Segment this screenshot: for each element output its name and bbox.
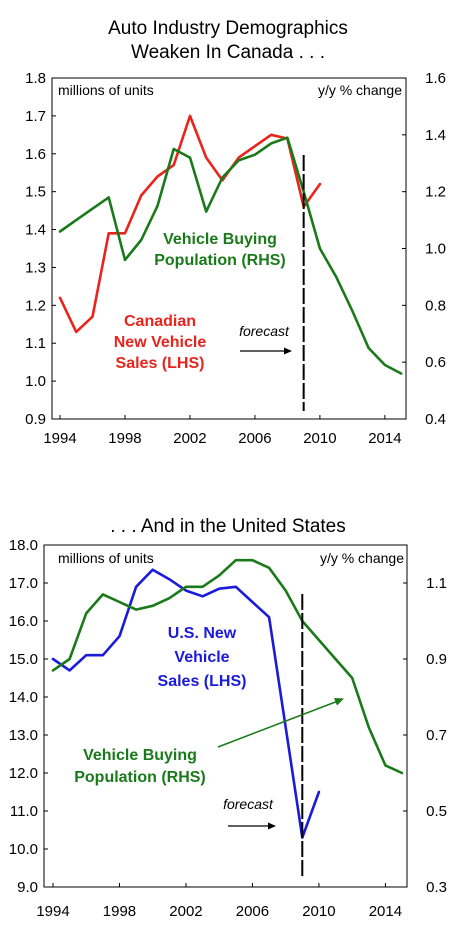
right-y-tick-label: 1.6	[425, 70, 446, 87]
left-y-tick-label: 11.0	[10, 803, 38, 820]
right-y-tick-label: 0.4	[425, 411, 446, 428]
left-y-tick-label: 15.0	[9, 651, 38, 668]
x-tick-label: 2002	[169, 903, 202, 920]
right-y-axis-ticks: 0.3 0.5 0.7 0.9 1.1	[403, 575, 447, 896]
x-tick-label: 2014	[369, 903, 402, 920]
right-axis-unit-note: y/y % change	[318, 82, 402, 98]
forecast-label: forecast	[223, 796, 274, 812]
left-y-tick-label: 14.0	[9, 689, 38, 706]
series-line-vehicle-buying-population-rhs	[58, 136, 403, 375]
series-label-sales-line-3: Sales (LHS)	[116, 355, 205, 372]
left-y-tick-label: 1.5	[25, 184, 46, 201]
series-label-sales-line-2: Vehicle	[174, 649, 229, 666]
right-y-axis-ticks: 0.4 0.6 0.8 1.0 1.2 1.4 1.6	[402, 70, 446, 428]
right-y-tick-label: 1.4	[425, 127, 446, 144]
left-y-tick-label: 9.0	[17, 879, 38, 896]
forecast-label: forecast	[239, 323, 290, 339]
left-y-tick-label: 1.6	[25, 146, 46, 163]
series-line-canadian-new-vehicle-sales-lhs	[58, 114, 322, 334]
x-tick-label: 1998	[108, 430, 141, 447]
plot-area-frame	[43, 544, 408, 888]
left-y-tick-label: 0.9	[25, 411, 46, 428]
x-tick-label: 2010	[302, 903, 335, 920]
right-axis-unit-note: y/y % change	[320, 550, 404, 566]
right-y-tick-label: 1.1	[426, 575, 447, 592]
left-y-tick-label: 1.0	[25, 373, 46, 390]
series-label-population-line-2: Population (RHS)	[74, 769, 206, 786]
series-lines	[51, 558, 404, 839]
x-tick-label: 2014	[368, 430, 401, 447]
series-line-u-s-new-vehicle-sales-lhs	[51, 568, 321, 839]
series-lines	[58, 114, 403, 375]
chart-title-line-2: Weaken In Canada . . .	[131, 42, 325, 63]
x-tick-label: 2010	[303, 430, 336, 447]
x-tick-label: 1994	[36, 903, 69, 920]
right-y-tick-label: 1.2	[425, 184, 446, 201]
forecast-arrow	[228, 822, 276, 830]
left-y-tick-label: 16.0	[9, 613, 38, 630]
chart-title: . . . And in the United States	[110, 516, 346, 537]
left-y-tick-label: 13.0	[9, 727, 38, 744]
series-line-vehicle-buying-population-rhs	[51, 558, 404, 775]
chart-united-states: . . . And in the United States millions …	[9, 516, 447, 920]
right-y-tick-label: 0.5	[426, 803, 447, 820]
left-y-tick-label: 1.4	[25, 222, 46, 239]
right-y-tick-label: 0.6	[425, 354, 446, 371]
series-label-sales-line-1: U.S. New	[168, 625, 237, 642]
population-pointer-arrow	[217, 698, 344, 748]
left-y-tick-label: 12.0	[9, 765, 38, 782]
series-label-sales-line-2: New Vehicle	[114, 334, 207, 351]
right-y-tick-label: 1.0	[425, 241, 446, 258]
left-y-tick-label: 18.0	[9, 537, 38, 554]
left-y-axis-ticks: 9.0 10.0 11.0 12.0 13.0 14.0 15.0 16.0 17.0 18.0	[9, 537, 48, 896]
x-tick-label: 1998	[103, 903, 136, 920]
x-axis-ticks: 1994 1998 2002 2006 2010 2014	[36, 883, 402, 920]
series-label-sales-line-1: Canadian	[124, 313, 196, 330]
x-axis-ticks: 1994 1998 2002 2006 2010 2014	[43, 415, 402, 447]
left-y-tick-label: 17.0	[9, 575, 38, 592]
x-tick-label: 1994	[43, 430, 76, 447]
x-tick-label: 2006	[238, 430, 271, 447]
chart-title-line-1: Auto Industry Demographics	[108, 18, 348, 39]
left-axis-unit-note: millions of units	[58, 550, 154, 566]
left-y-tick-label: 10.0	[9, 841, 38, 858]
series-label-population-line-1: Vehicle Buying	[163, 231, 277, 248]
left-y-tick-label: 1.8	[25, 70, 46, 87]
left-y-tick-label: 1.3	[25, 259, 46, 276]
left-y-tick-label: 1.2	[25, 297, 46, 314]
x-tick-label: 2002	[173, 430, 206, 447]
left-y-tick-label: 1.7	[25, 108, 46, 125]
right-y-tick-label: 0.8	[425, 297, 446, 314]
series-label-sales-line-3: Sales (LHS)	[158, 673, 247, 690]
left-y-axis-ticks: 0.9 1.0 1.1 1.2 1.3 1.4 1.5 1.6 1.7 1.8	[25, 70, 56, 428]
left-axis-unit-note: millions of units	[58, 82, 154, 98]
right-y-tick-label: 0.9	[426, 651, 447, 668]
chart-canada: Auto Industry Demographics Weaken In Can…	[25, 18, 446, 447]
right-y-tick-label: 0.7	[426, 727, 447, 744]
series-label-population-line-2: Population (RHS)	[154, 252, 286, 269]
series-label-population-line-1: Vehicle Buying	[83, 747, 197, 764]
right-y-tick-label: 0.3	[426, 879, 447, 896]
x-tick-label: 2006	[236, 903, 269, 920]
forecast-arrow	[240, 347, 292, 355]
left-y-tick-label: 1.1	[25, 335, 46, 352]
